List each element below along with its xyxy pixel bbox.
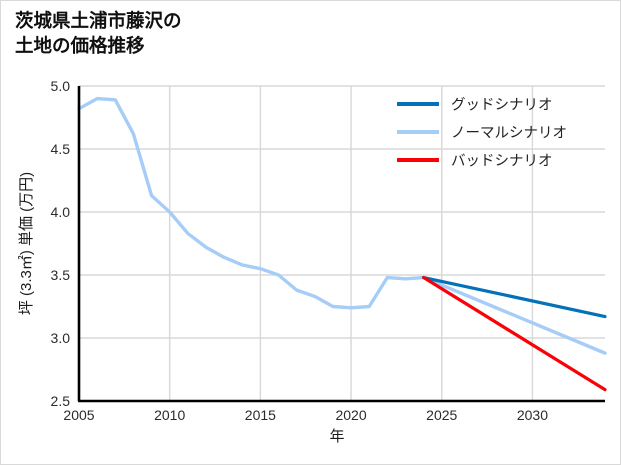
series-line-グッドシナリオ <box>422 275 607 319</box>
legend-label-2: バッドシナリオ <box>451 154 553 170</box>
plot-background <box>79 86 605 401</box>
y-axis-tick-label: 2.5 <box>51 393 71 409</box>
y-axis-tick-label: 3.0 <box>51 330 71 346</box>
y-axis-title: 坪 (3.3㎡) 単価 (万円) <box>18 172 35 315</box>
x-axis-tick-label: 2015 <box>245 407 276 423</box>
x-axis-title: 年 <box>329 428 344 445</box>
x-axis-tick-label: 2020 <box>335 407 366 423</box>
legend-label-1: ノーマルシナリオ <box>451 126 567 142</box>
legend-label-0: グッドシナリオ <box>451 97 553 114</box>
x-axis-tick-label: 2010 <box>154 407 185 423</box>
y-axis-tick-label: 4.0 <box>51 204 71 220</box>
x-axis-tick-label: 2005 <box>63 407 94 423</box>
y-axis-tick-label: 4.5 <box>51 141 71 157</box>
y-axis-tick-label: 5.0 <box>51 78 71 94</box>
series-line-バッドシナリオ <box>422 275 607 392</box>
page-title: 茨城県土浦市藤沢の 土地の価格推移 <box>15 10 182 56</box>
y-axis-tick-label: 3.5 <box>51 267 71 283</box>
series-line-実績 / ノーマルシナリオ <box>77 96 607 355</box>
x-axis-tick-label: 2030 <box>517 407 548 423</box>
x-axis-tick-label: 2025 <box>426 407 457 423</box>
